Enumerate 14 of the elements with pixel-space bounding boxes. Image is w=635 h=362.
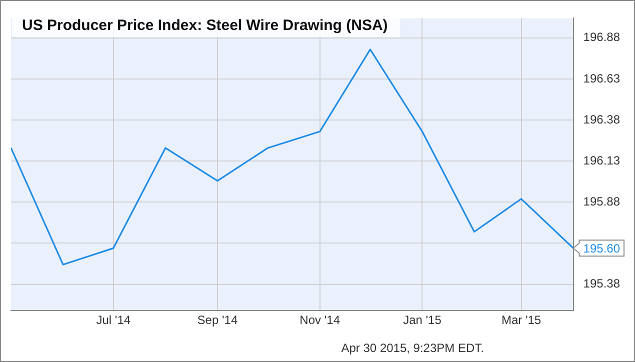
annotation: 195.60 [583, 241, 620, 256]
chart-title: US Producer Price Index: Steel Wire Drawing (NSA) [12, 13, 400, 37]
y-tick-label: 196.38 [583, 112, 620, 126]
x-tick-label: Sep '14 [197, 313, 238, 328]
y-tick-label: 195.38 [583, 276, 620, 291]
x-tick-label: Jul '14 [96, 313, 131, 328]
text: Apr 30 2015, 9:23PM EDT. [341, 341, 484, 355]
y-tick-label: 196.63 [583, 71, 620, 86]
x-tick-label: Nov '14 [300, 313, 340, 328]
x-tick-label: Mar '15 [501, 313, 542, 328]
y-tick-label: 196.13 [583, 153, 620, 168]
y-tick-label: 195.88 [583, 194, 620, 208]
x-tick-label: Jan '15 [403, 313, 442, 328]
y-tick-label: 196.88 [583, 30, 620, 44]
